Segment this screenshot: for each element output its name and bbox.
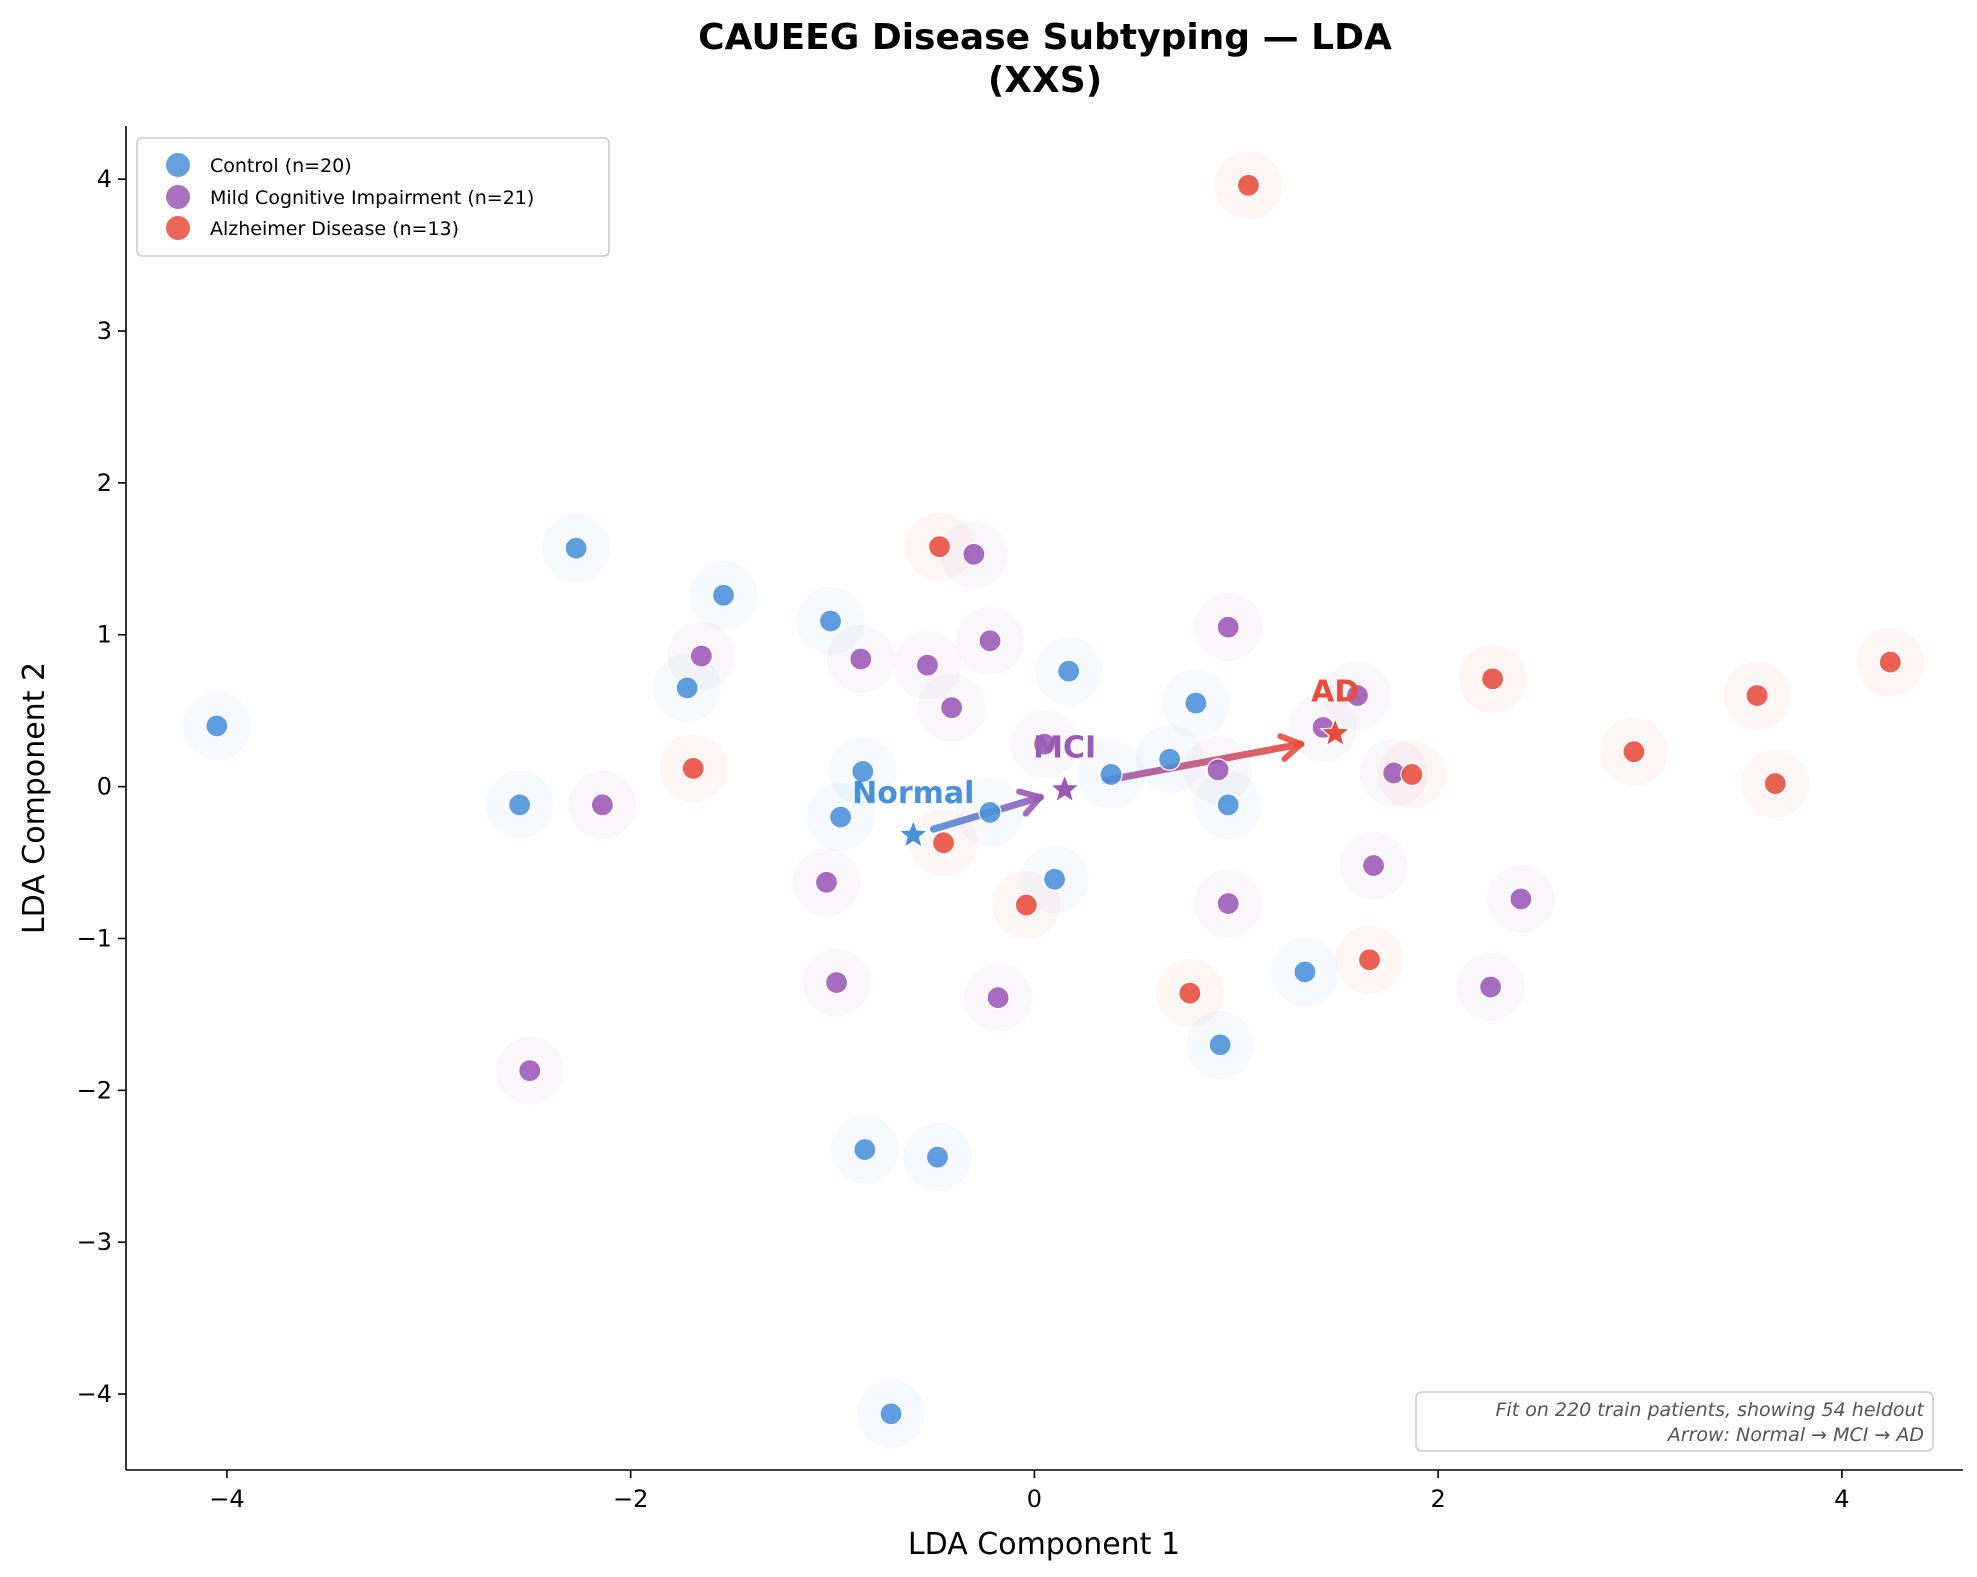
legend-marker-control bbox=[166, 153, 190, 177]
x-tick-label: −2 bbox=[613, 1485, 648, 1513]
alzheimer-disease-point bbox=[1014, 893, 1038, 917]
y-tick-label: 2 bbox=[97, 469, 112, 497]
control-point bbox=[1158, 747, 1182, 771]
y-tick-label: −3 bbox=[77, 1228, 112, 1256]
y-tick-label: −2 bbox=[77, 1076, 112, 1104]
legend-marker-mci bbox=[166, 185, 190, 209]
control-point bbox=[675, 676, 699, 700]
legend-marker-ad bbox=[166, 216, 190, 240]
data-points bbox=[205, 173, 1902, 1426]
control-point bbox=[711, 583, 736, 607]
y-tick-label: −4 bbox=[77, 1380, 112, 1408]
mild-cognitive-impairment-point bbox=[518, 1058, 542, 1083]
legend: Control (n=20) Mild Cognitive Impairment… bbox=[136, 137, 610, 257]
normal-centroid-label: Normal bbox=[852, 776, 974, 811]
ad-centroid-label: AD bbox=[1311, 674, 1359, 709]
alzheimer-disease-point bbox=[1400, 762, 1424, 787]
y-axis-label: LDA Component 2 bbox=[17, 662, 52, 934]
mild-cognitive-impairment-point bbox=[814, 870, 839, 894]
y-tick-label: 3 bbox=[97, 317, 112, 345]
control-point bbox=[1099, 762, 1123, 787]
mild-cognitive-impairment-point bbox=[689, 644, 713, 668]
alzheimer-disease-point bbox=[1745, 683, 1769, 708]
y-tick-label: 4 bbox=[97, 165, 112, 193]
control-point bbox=[508, 793, 532, 817]
alzheimer-disease-point bbox=[1622, 740, 1646, 764]
legend-label-mci: Mild Cognitive Impairment (n=21) bbox=[210, 187, 534, 209]
annotation-frame bbox=[1415, 1391, 1934, 1452]
control-point bbox=[1208, 1033, 1232, 1057]
point-halo-layer bbox=[182, 151, 1925, 1448]
trajectory-arrow-head bbox=[1016, 788, 1044, 817]
mild-cognitive-impairment-point bbox=[1216, 891, 1240, 916]
mci-centroid-label: MCI bbox=[1033, 731, 1096, 766]
control-point bbox=[1057, 659, 1081, 683]
control-point bbox=[564, 536, 588, 560]
control-point bbox=[1042, 867, 1067, 891]
mild-cognitive-impairment-point bbox=[940, 696, 964, 720]
x-tick-label: 2 bbox=[1431, 1485, 1446, 1513]
mild-cognitive-impairment-point bbox=[978, 629, 1002, 653]
ad-centroid-star bbox=[1319, 716, 1352, 747]
control-point bbox=[829, 805, 853, 829]
control-point bbox=[879, 1402, 903, 1426]
control-point bbox=[925, 1145, 950, 1169]
centroid-markers: Normal MCI AD bbox=[852, 674, 1359, 849]
alzheimer-disease-point bbox=[1178, 981, 1202, 1005]
y-tick-label: −1 bbox=[77, 924, 112, 952]
mild-cognitive-impairment-point bbox=[915, 653, 940, 677]
mci-centroid-star bbox=[1048, 772, 1081, 804]
annotation-line-1: Fit on 220 train patients, showing 54 he… bbox=[1496, 1399, 1926, 1421]
mild-cognitive-impairment-point bbox=[1032, 732, 1057, 756]
alzheimer-disease-point bbox=[1878, 650, 1902, 674]
alzheimer-disease-point bbox=[681, 756, 705, 780]
mild-cognitive-impairment-point bbox=[1361, 853, 1386, 878]
mild-cognitive-impairment-point bbox=[824, 970, 849, 995]
mild-cognitive-impairment-point bbox=[1206, 758, 1230, 782]
mild-cognitive-impairment-point bbox=[962, 542, 986, 566]
y-tick-label: 1 bbox=[97, 621, 112, 649]
alzheimer-disease-point bbox=[1236, 173, 1260, 197]
control-point bbox=[205, 714, 229, 738]
control-point bbox=[818, 609, 843, 633]
control-point bbox=[1293, 960, 1317, 984]
chart-title-line2: (XXS) bbox=[988, 60, 1102, 101]
control-point bbox=[1184, 691, 1208, 715]
mild-cognitive-impairment-point bbox=[590, 793, 615, 817]
annotation-line-2: Arrow: Normal → MCI → AD bbox=[1666, 1424, 1924, 1446]
control-point bbox=[851, 759, 875, 784]
x-tick-label: 4 bbox=[1834, 1485, 1849, 1513]
mild-cognitive-impairment-point bbox=[1509, 887, 1533, 911]
mild-cognitive-impairment-point bbox=[1345, 683, 1369, 708]
trajectory-arrow-shaft bbox=[1101, 740, 1305, 785]
alzheimer-disease-point bbox=[931, 831, 956, 855]
mild-cognitive-impairment-point bbox=[986, 986, 1010, 1010]
trajectory-arrow-head bbox=[1277, 733, 1304, 762]
legend-label-ad: Alzheimer Disease (n=13) bbox=[210, 218, 459, 240]
x-axis-ticks: −4 −2 0 2 4 bbox=[209, 1470, 1850, 1513]
x-tick-label: 0 bbox=[1027, 1485, 1042, 1513]
y-axis-ticks: −4 −3 −2 −1 0 1 2 3 4 bbox=[77, 165, 126, 1408]
alzheimer-disease-point bbox=[927, 535, 952, 559]
mild-cognitive-impairment-point bbox=[1479, 975, 1503, 999]
control-point bbox=[1216, 793, 1240, 817]
x-tick-label: −4 bbox=[209, 1485, 244, 1513]
chart-title-line1: CAUEEG Disease Subtyping — LDA bbox=[698, 17, 1392, 58]
annotation-box: Fit on 220 train patients, showing 54 he… bbox=[1415, 1391, 1934, 1452]
alzheimer-disease-point bbox=[1357, 948, 1382, 972]
x-axis-label: LDA Component 1 bbox=[908, 1527, 1180, 1562]
legend-frame bbox=[136, 137, 610, 257]
mild-cognitive-impairment-point bbox=[849, 647, 873, 671]
y-tick-label: 0 bbox=[97, 773, 112, 801]
alzheimer-disease-point bbox=[1763, 771, 1787, 796]
control-point bbox=[853, 1137, 877, 1162]
alzheimer-disease-point bbox=[1481, 667, 1505, 691]
legend-label-control: Control (n=20) bbox=[210, 155, 352, 177]
normal-centroid-star bbox=[897, 818, 930, 849]
mild-cognitive-impairment-point bbox=[1216, 615, 1240, 639]
control-point bbox=[978, 800, 1002, 825]
